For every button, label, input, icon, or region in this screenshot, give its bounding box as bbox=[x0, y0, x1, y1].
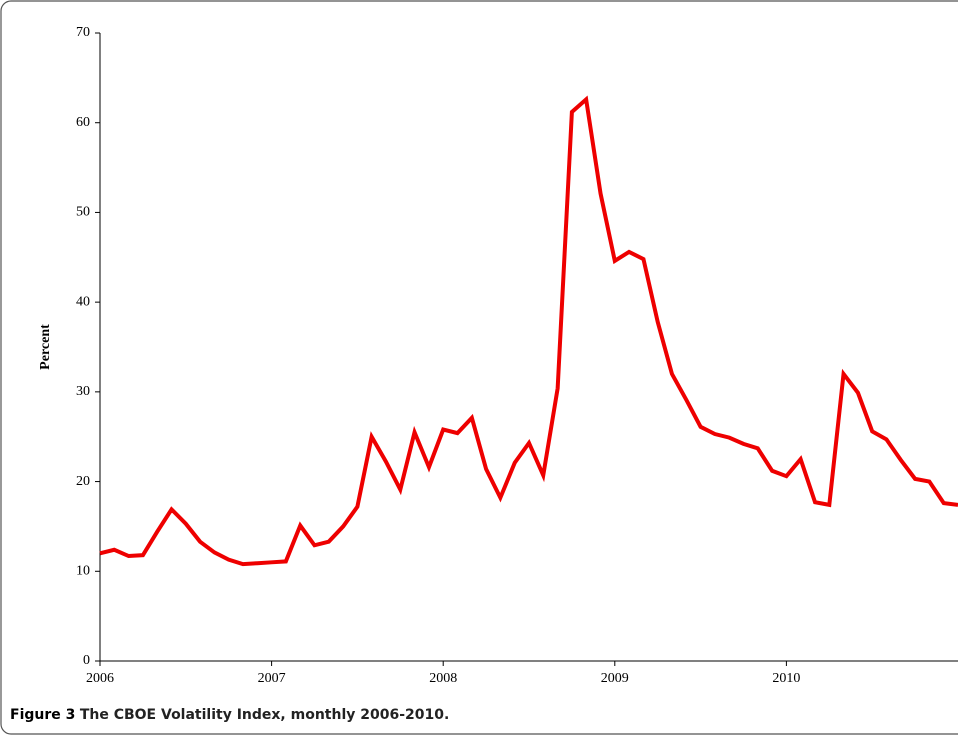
x-tick-label: 2010 bbox=[772, 671, 800, 686]
data-line bbox=[99, 95, 958, 567]
y-tick-label: 40 bbox=[76, 294, 90, 309]
caption: Figure 3 The CBOE Volatility Index, mont… bbox=[10, 707, 449, 723]
y-tick-label: 70 bbox=[76, 25, 90, 40]
y-tick-label: 50 bbox=[76, 205, 90, 220]
y-tick-label: 0 bbox=[83, 653, 90, 668]
x-tick-label: 2007 bbox=[258, 671, 286, 686]
x-tick-label: 2006 bbox=[86, 671, 114, 686]
caption-text: The CBOE Volatility Index, monthly 2006-… bbox=[80, 707, 450, 723]
y-tick-label: 20 bbox=[76, 474, 90, 489]
x-tick-label: 2009 bbox=[601, 671, 629, 686]
y-tick-label: 10 bbox=[76, 564, 90, 579]
x-tick-label: 2008 bbox=[429, 671, 457, 686]
y-tick-label: 60 bbox=[76, 115, 90, 130]
y-axis-label: Percent bbox=[38, 324, 53, 370]
caption-label: Figure 3 bbox=[10, 707, 75, 723]
y-tick-label: 30 bbox=[76, 384, 90, 399]
